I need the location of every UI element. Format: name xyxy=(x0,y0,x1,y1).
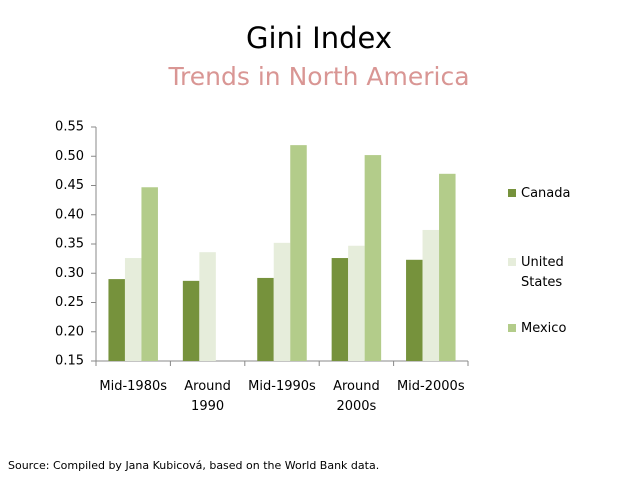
bar xyxy=(406,259,423,361)
bar xyxy=(108,279,125,361)
bar xyxy=(257,277,274,361)
legend-swatch xyxy=(508,189,516,197)
y-tick-label: 0.50 xyxy=(55,149,84,164)
y-tick-label: 0.15 xyxy=(55,354,84,369)
chart-subtitle: Trends in North America xyxy=(167,62,469,91)
y-tick-label: 0.35 xyxy=(55,237,84,252)
bar xyxy=(273,242,291,361)
y-tick-label: 0.30 xyxy=(55,266,84,281)
legend-swatch xyxy=(508,258,516,266)
x-tick-label: Around 1990 xyxy=(184,379,231,414)
legend-label: Mexico xyxy=(521,321,566,336)
bar xyxy=(331,258,349,361)
legend-label: Canada xyxy=(521,186,570,201)
legend-swatch xyxy=(508,324,516,332)
x-tick-label: Around 2000s xyxy=(333,379,380,414)
x-tick-label: Mid-1980s xyxy=(99,379,167,394)
x-tick-label: Mid-2000s xyxy=(397,379,465,394)
y-tick-label: 0.25 xyxy=(55,295,84,310)
bar xyxy=(182,280,200,361)
bar xyxy=(199,252,216,361)
bar xyxy=(124,258,142,361)
bar xyxy=(290,145,307,361)
x-tick-label: Mid-1990s xyxy=(248,379,316,394)
legend-label: United States xyxy=(521,255,564,290)
bar xyxy=(364,155,382,361)
bar xyxy=(439,173,456,361)
bar xyxy=(422,229,440,361)
chart-title: Gini Index xyxy=(246,21,392,55)
bar xyxy=(141,187,158,361)
y-tick-label: 0.20 xyxy=(55,324,84,339)
bar xyxy=(348,245,365,361)
y-tick-label: 0.40 xyxy=(55,207,84,222)
source-note: Source: Compiled by Jana Kubicová, based… xyxy=(8,459,379,472)
y-tick-label: 0.45 xyxy=(55,178,84,193)
y-tick-label: 0.55 xyxy=(55,120,84,135)
